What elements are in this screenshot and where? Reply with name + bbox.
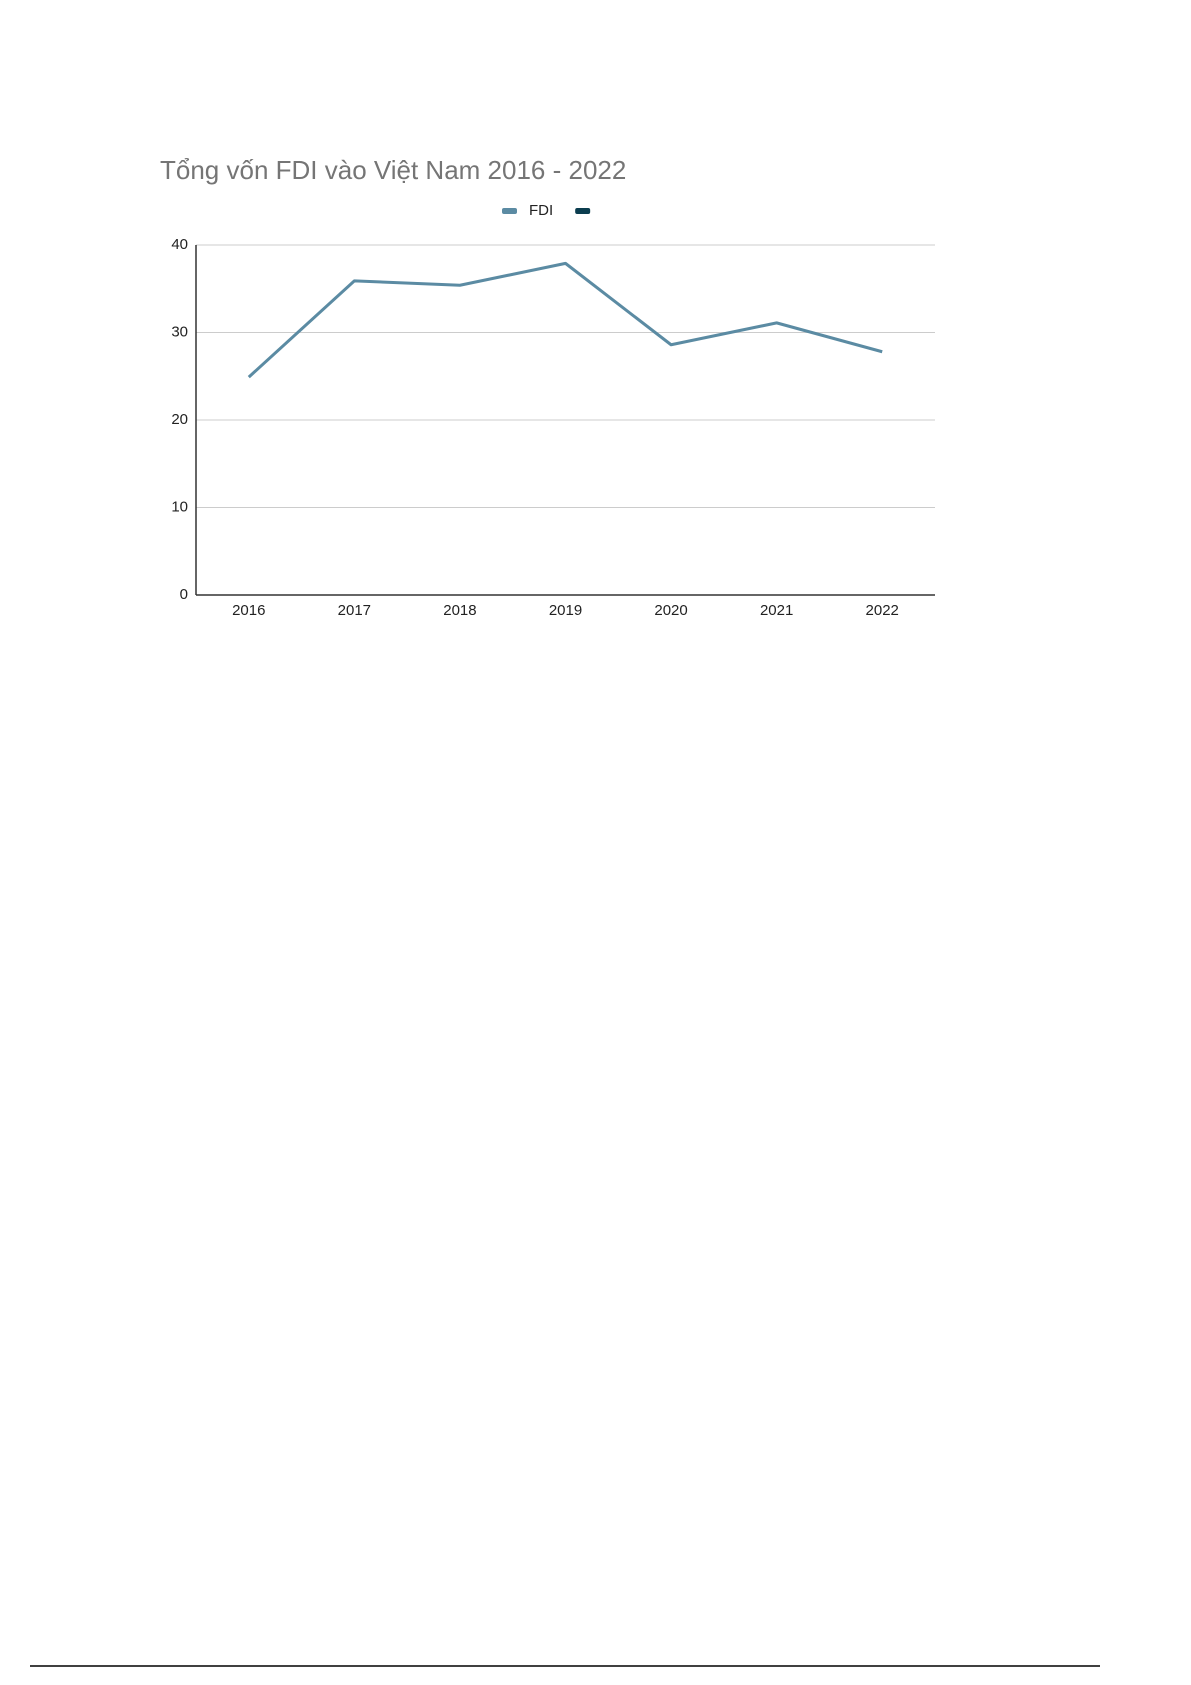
x-tick-label: 2016 [232, 602, 265, 619]
y-tick-label: 30 [171, 323, 188, 340]
x-tick-label: 2022 [866, 602, 899, 619]
y-tick-label: 40 [171, 236, 188, 253]
data-line [247, 261, 883, 379]
x-tick-label: 2017 [338, 602, 371, 619]
legend-label: FDI [529, 202, 553, 219]
y-tick-label: 10 [171, 498, 188, 515]
y-tick-label: 0 [180, 586, 188, 603]
legend-swatch [502, 208, 517, 214]
y-tick-label: 20 [171, 411, 188, 428]
x-tick-label: 2020 [654, 602, 687, 619]
x-tick-label: 2018 [443, 602, 476, 619]
x-tick-label: 2021 [760, 602, 793, 619]
legend-swatch [575, 208, 591, 214]
x-tick-label: 2019 [549, 602, 582, 619]
chart-title: Tổng vốn FDI vào Việt Nam 2016 - 2022 [160, 155, 626, 185]
